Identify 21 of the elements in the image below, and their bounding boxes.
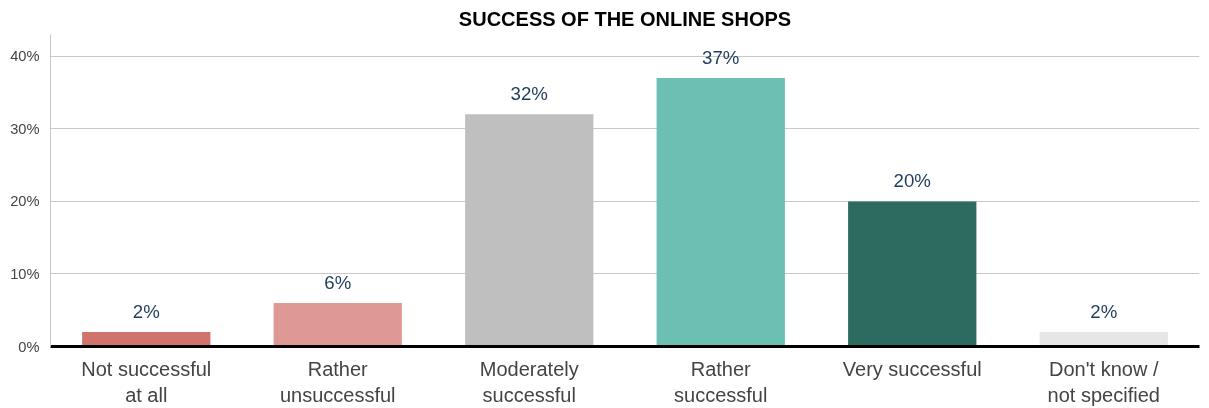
x-tick-label: Rather unsuccessful bbox=[279, 357, 396, 406]
y-tick-label: 10% bbox=[10, 265, 40, 282]
bar bbox=[656, 78, 785, 347]
bar bbox=[273, 302, 402, 347]
x-tick-label: Rather successful bbox=[674, 357, 768, 406]
data-label: 37% bbox=[702, 47, 740, 69]
x-tick-label: Moderately successful bbox=[479, 357, 579, 406]
y-tick-label: 30% bbox=[10, 120, 40, 137]
data-label: 32% bbox=[510, 83, 548, 105]
data-label: 2% bbox=[1090, 300, 1118, 322]
y-tick-label: 0% bbox=[18, 338, 40, 355]
y-tick-label: 40% bbox=[10, 48, 40, 65]
data-label: 20% bbox=[893, 170, 931, 192]
chart-title: SUCCESS OF THE ONLINE SHOPS bbox=[458, 7, 792, 30]
x-tick-label: Not successful at all bbox=[81, 357, 212, 406]
x-tick-label: Very successful bbox=[842, 357, 982, 380]
data-label: 2% bbox=[132, 300, 160, 322]
bar bbox=[848, 201, 977, 347]
data-label: 6% bbox=[324, 271, 352, 293]
x-tick-label: Don't know / not specified bbox=[1047, 357, 1160, 406]
y-tick-label: 20% bbox=[10, 193, 40, 210]
